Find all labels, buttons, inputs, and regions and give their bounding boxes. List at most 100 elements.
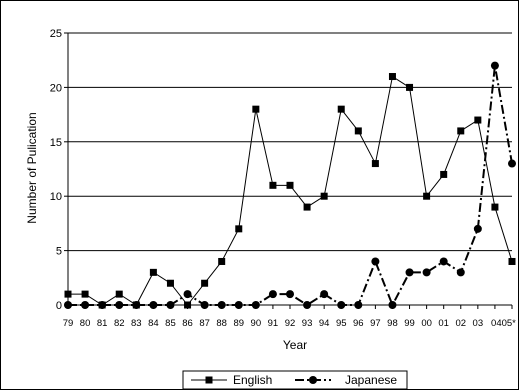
x-tick-label: 93	[302, 318, 313, 329]
data-point	[371, 257, 380, 266]
x-tick-label: 88	[216, 318, 227, 329]
data-point	[81, 290, 89, 298]
data-point	[422, 268, 431, 277]
y-tick-label: 0	[56, 300, 62, 312]
data-point	[440, 170, 448, 178]
data-point	[456, 268, 465, 277]
y-tick-label: 10	[50, 191, 62, 203]
x-tick-label: 82	[114, 318, 125, 329]
x-tick-label: 0405*	[491, 318, 516, 329]
data-point	[269, 181, 277, 189]
data-point	[303, 203, 311, 211]
series-line-japanese	[68, 65, 513, 308]
data-point	[217, 301, 226, 309]
x-tick-label: 02	[455, 318, 466, 329]
x-tick-label: 00	[421, 318, 432, 329]
data-point	[235, 225, 243, 233]
x-tick-label: 03	[473, 318, 484, 329]
data-point	[184, 301, 192, 309]
data-point	[201, 279, 209, 287]
data-point	[490, 61, 499, 70]
data-point	[183, 290, 192, 299]
x-tick-label: 96	[353, 318, 364, 329]
data-point	[320, 192, 328, 200]
data-point	[508, 257, 516, 265]
x-tick-label: 95	[336, 318, 347, 329]
data-point	[132, 301, 141, 309]
legend-label: Japanese	[345, 373, 397, 387]
data-point	[268, 290, 277, 299]
data-point	[303, 301, 312, 309]
data-point	[81, 301, 90, 309]
x-tick-label: 86	[182, 318, 193, 329]
x-tick-label: 85	[165, 318, 176, 329]
x-tick-label: 94	[319, 318, 330, 329]
data-point	[473, 224, 482, 233]
x-tick-label: 79	[63, 318, 74, 329]
legend-item-english: English	[191, 373, 272, 387]
data-point	[286, 181, 294, 189]
data-point	[115, 301, 124, 309]
data-point	[474, 116, 482, 124]
y-tick-label: 25	[50, 28, 62, 40]
data-point	[354, 301, 363, 309]
data-point	[286, 290, 294, 299]
data-point	[98, 301, 107, 309]
data-point	[320, 290, 329, 299]
y-tick-label: 20	[50, 82, 62, 94]
data-point	[337, 105, 345, 113]
y-axis-title: Number of Pulication	[25, 112, 39, 223]
data-point	[149, 268, 157, 276]
legend-marker	[205, 376, 213, 384]
data-point	[251, 301, 260, 309]
data-point	[371, 160, 379, 168]
x-tick-label: 87	[199, 318, 210, 329]
x-tick-label: 99	[404, 318, 415, 329]
x-tick-label: 01	[438, 318, 449, 329]
x-tick-label: 84	[148, 318, 159, 329]
legend-item-japanese: Japanese	[295, 373, 397, 387]
series-japanese	[64, 61, 516, 309]
data-point	[405, 268, 414, 277]
data-point	[166, 301, 175, 309]
legend-marker	[309, 376, 317, 384]
data-point	[388, 73, 396, 81]
series-line-english	[68, 75, 513, 306]
x-tick-label: 83	[131, 318, 142, 329]
data-point	[115, 290, 123, 298]
x-tick-label: 97	[370, 318, 381, 329]
series-group	[64, 61, 516, 309]
x-tick-label: 89	[233, 318, 244, 329]
data-point	[337, 301, 346, 309]
data-point	[252, 105, 260, 113]
data-point	[423, 192, 431, 200]
x-tick-label: 91	[268, 318, 279, 329]
data-point	[388, 301, 397, 309]
data-point	[234, 301, 243, 309]
x-tick-label: 90	[251, 318, 262, 329]
x-tick-label: 92	[285, 318, 296, 329]
data-point	[64, 290, 72, 298]
data-point	[508, 159, 516, 168]
x-tick-label: 98	[387, 318, 398, 329]
data-point	[439, 257, 448, 266]
x-tick-label: 81	[97, 318, 108, 329]
data-point	[166, 279, 174, 287]
data-point	[457, 127, 465, 135]
x-tick-label: 80	[80, 318, 91, 329]
y-tick-labels: 0 5 10 15 20 25	[50, 28, 62, 312]
data-point	[491, 203, 499, 211]
data-point	[149, 301, 158, 309]
legend-label: English	[233, 373, 272, 387]
y-tick-label: 5	[56, 246, 62, 258]
x-axis-title: Year	[283, 338, 307, 352]
data-point	[354, 127, 362, 135]
x-tick-labels: 79 80 81 82 83 84 85 86 87 88 89 90 91 92 93 94 95 96 97 98…	[63, 318, 516, 329]
series-english	[64, 73, 516, 309]
data-point	[406, 83, 414, 91]
data-point	[64, 301, 72, 309]
data-point	[200, 301, 209, 309]
data-point	[218, 257, 226, 265]
